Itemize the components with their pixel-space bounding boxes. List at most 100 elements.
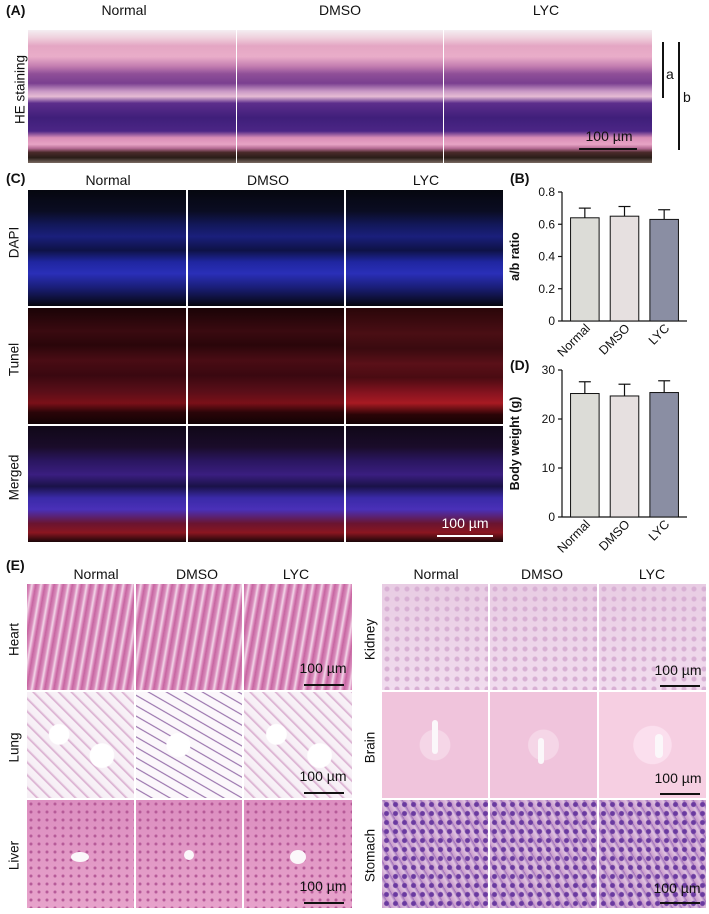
lung-image-lyc (244, 692, 352, 798)
x-tick-label: DMSO (596, 517, 633, 554)
c-row-merged: Merged (6, 454, 22, 501)
scale-bar-line-brain (660, 793, 700, 795)
row-label-he-staining: HE staining (12, 54, 28, 125)
merged-image-lyc (346, 426, 503, 542)
e-right-col-dmso: DMSO (521, 566, 563, 582)
he-image-lyc (444, 30, 652, 163)
scale-bar-label-stomach: 100 µm (653, 880, 701, 896)
e-row-liver: Liver (6, 840, 22, 871)
he-image-normal (28, 30, 236, 163)
panel-label-c: (C) (6, 170, 26, 186)
y-tick-label: 0 (548, 314, 555, 328)
col-label-normal: Normal (101, 2, 147, 18)
x-tick-label: Normal (555, 517, 593, 555)
bar (609, 215, 640, 322)
col-label-lyc: LYC (532, 2, 560, 18)
heart-image-dmso (136, 584, 242, 690)
he-image-dmso (237, 30, 443, 163)
e-right-col-normal: Normal (413, 566, 459, 582)
y-tick-label: 0.6 (538, 217, 555, 231)
e-row-lung: Lung (6, 732, 22, 763)
brain-image-dmso (490, 692, 597, 798)
e-row-kidney: Kidney (362, 618, 378, 661)
panel-label-d: (D) (510, 357, 530, 373)
e-row-heart: Heart (6, 623, 22, 657)
bar (570, 393, 600, 518)
scale-bar-line-liver (304, 902, 344, 904)
bar (570, 217, 600, 322)
brace-a-label: a (666, 66, 674, 82)
heart-image-lyc (244, 584, 352, 690)
dapi-image-normal (28, 190, 186, 306)
y-axis-title: Body weight (g) (508, 397, 522, 491)
c-row-dapi: DAPI (6, 226, 22, 259)
stomach-image-dmso (490, 800, 597, 908)
scale-bar-label-c: 100 µm (441, 515, 489, 531)
y-tick-label: 20 (542, 412, 556, 426)
scale-bar-label-liver: 100 µm (299, 878, 347, 894)
merged-image-normal (28, 426, 186, 542)
col-label-dmso: DMSO (319, 2, 361, 18)
scale-bar-line-a (579, 148, 637, 150)
y-axis-title: a/b ratio (508, 232, 522, 281)
liver-image-dmso (136, 800, 242, 908)
y-tick-label: 0.8 (538, 185, 555, 199)
panel-label-b: (B) (510, 170, 530, 186)
brace-a-line (662, 42, 664, 98)
bar (649, 392, 679, 518)
e-left-col-normal: Normal (73, 566, 119, 582)
tunel-image-normal (28, 308, 186, 424)
scale-bar-line-heart (304, 684, 344, 686)
scale-bar-line-lung (304, 792, 344, 794)
scale-bar-label-heart: 100 µm (299, 660, 347, 676)
y-tick-label: 30 (542, 363, 556, 377)
chart-b: 0 0.2 0.4 0.6 0.8 a/b ratio Normal DMSO LYC (508, 185, 687, 360)
brain-image-normal (382, 692, 488, 798)
stomach-image-normal (382, 800, 488, 908)
e-row-brain: Brain (362, 731, 378, 764)
lung-image-normal (27, 692, 134, 798)
chart-d: 0 10 20 30 Body weight (g) Normal DMSO LYC (508, 363, 687, 556)
c-col-lyc: LYC (412, 172, 440, 188)
x-tick-label: LYC (646, 321, 672, 347)
kidney-image-normal (382, 584, 488, 690)
kidney-image-lyc (599, 584, 706, 690)
scale-bar-label-a: 100 µm (585, 128, 633, 144)
y-tick-label: 10 (542, 461, 556, 475)
y-tick-label: 0 (548, 510, 555, 524)
c-col-dmso: DMSO (247, 172, 289, 188)
lung-image-dmso (136, 692, 242, 798)
bar (649, 218, 679, 322)
e-left-col-lyc: LYC (282, 566, 310, 582)
scale-bar-label-brain: 100 µm (654, 770, 702, 786)
tunel-image-dmso (188, 308, 344, 424)
heart-image-normal (27, 584, 134, 690)
y-tick-label: 0.4 (538, 250, 555, 264)
brace-b-line (678, 42, 680, 150)
liver-image-lyc (244, 800, 352, 908)
e-left-col-dmso: DMSO (176, 566, 218, 582)
panel-label-e: (E) (6, 557, 25, 573)
scale-bar-label-kidney: 100 µm (654, 662, 702, 678)
dapi-image-lyc (346, 190, 503, 306)
panel-label-a: (A) (6, 2, 26, 18)
scale-bar-line-kidney (660, 685, 700, 687)
e-right-col-lyc: LYC (638, 566, 666, 582)
scale-bar-line-c (437, 535, 493, 537)
x-tick-label: DMSO (596, 321, 633, 358)
c-row-tunel: Tunel (6, 342, 22, 377)
merged-image-dmso (188, 426, 344, 542)
x-tick-label: LYC (646, 517, 672, 543)
kidney-image-dmso (490, 584, 597, 690)
liver-image-normal (27, 800, 134, 908)
brain-image-lyc (599, 692, 706, 798)
brace-b-label: b (683, 89, 691, 105)
dapi-image-dmso (188, 190, 344, 306)
scale-bar-line-stomach (660, 902, 700, 904)
y-tick-label: 0.2 (538, 282, 555, 296)
scale-bar-label-lung: 100 µm (299, 768, 347, 784)
tunel-image-lyc (346, 308, 503, 424)
bar (609, 395, 640, 518)
c-col-normal: Normal (85, 172, 131, 188)
x-tick-label: Normal (555, 321, 593, 359)
